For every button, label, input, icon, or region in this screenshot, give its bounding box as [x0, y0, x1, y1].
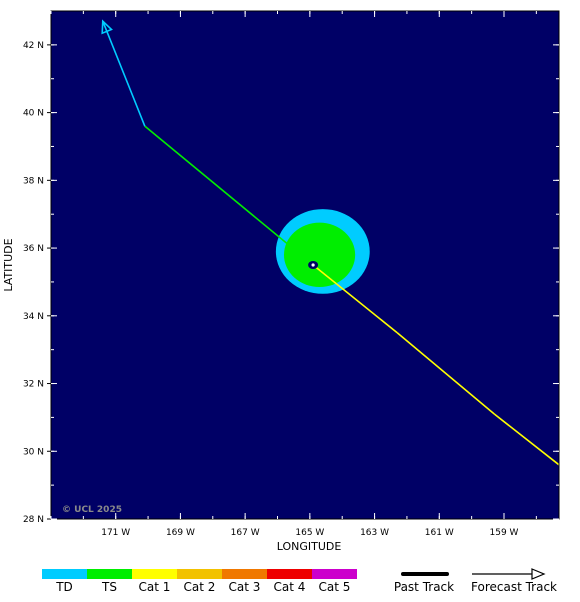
x-tick-label: 169 W — [166, 528, 195, 538]
forecast-track-label: Forecast Track — [471, 580, 557, 594]
track-segment — [396, 332, 495, 415]
credit-label: © UCL 2025 — [62, 505, 122, 515]
past-track-legend: Past Track — [394, 572, 454, 594]
x-tick-label: 171 W — [101, 528, 130, 538]
legend-label: TS — [101, 580, 117, 594]
y-tick-label: 40 N — [23, 109, 44, 119]
legend-swatch-cat-5 — [312, 569, 357, 579]
legend-swatch-cat-2 — [177, 569, 222, 579]
wind-field-ts — [283, 222, 356, 288]
x-tick-label: 161 W — [425, 528, 454, 538]
x-tick-label: 163 W — [360, 528, 389, 538]
y-tick-label: 42 N — [23, 41, 44, 51]
legend-label: Cat 4 — [274, 580, 306, 594]
y-tick-label: 36 N — [23, 244, 44, 254]
y-tick-label: 28 N — [23, 515, 44, 525]
legend-swatch-cat-3 — [222, 569, 267, 579]
legend-swatch-ts — [87, 569, 132, 579]
legend-swatch-td — [42, 569, 87, 579]
forecast-track-legend: Forecast Track — [471, 568, 557, 594]
x-tick-label: 159 W — [490, 528, 519, 538]
y-tick-label: 34 N — [23, 312, 44, 322]
y-tick-label: 32 N — [23, 380, 44, 390]
track-arrowhead-icon — [101, 19, 113, 35]
track-segment — [493, 413, 559, 466]
y-axis-title: LATITUDE — [2, 238, 15, 291]
track-segment — [312, 264, 398, 334]
legend-swatch-cat-4 — [267, 569, 312, 579]
legend-label: TD — [55, 580, 73, 594]
category-legend: TD TS Cat 1 Cat 2 Cat 3 Cat 4 Cat 5 — [42, 569, 357, 594]
legend-label: Cat 3 — [229, 580, 261, 594]
axes: 171 W 169 W 167 W 165 W 163 W 161 W 159 W 28 N 3… — [23, 11, 559, 538]
track-segment — [144, 125, 314, 266]
plot-frame — [50, 10, 560, 520]
x-tick-label: 167 W — [231, 528, 260, 538]
past-track-label: Past Track — [394, 580, 454, 594]
plot-area — [101, 19, 559, 466]
legend-swatch-cat-1 — [132, 569, 177, 579]
forecast-arrowhead-icon — [531, 568, 546, 580]
track-segment — [102, 20, 146, 127]
legend-label: Cat 5 — [319, 580, 351, 594]
y-tick-label: 30 N — [23, 447, 44, 457]
y-tick-label: 38 N — [23, 176, 44, 186]
x-axis-title: LONGITUDE — [277, 540, 342, 553]
storm-eye-icon — [311, 263, 315, 267]
legend-label: Cat 1 — [139, 580, 171, 594]
legend-label: Cat 2 — [184, 580, 216, 594]
x-tick-label: 165 W — [295, 528, 324, 538]
